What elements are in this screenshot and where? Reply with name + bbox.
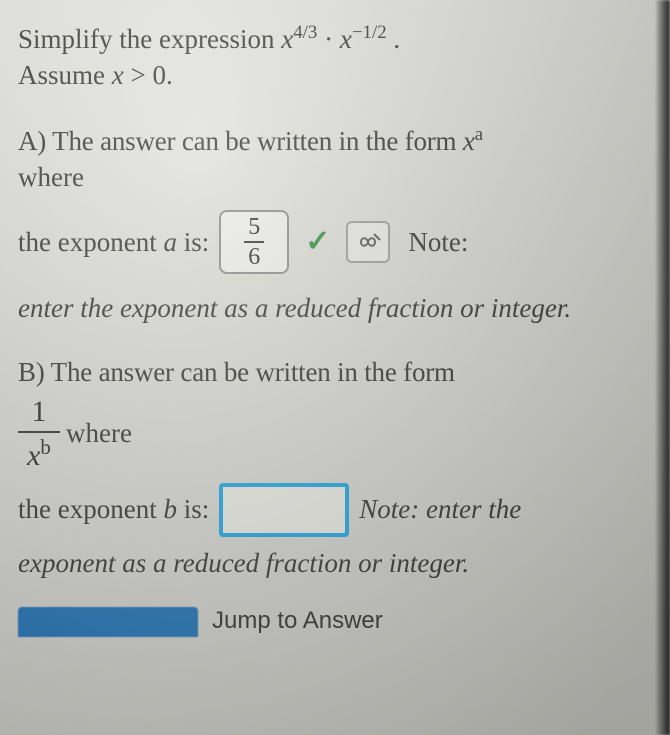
part-a-form-base: x (463, 126, 475, 156)
part-a: A) The answer can be written in the form… (18, 122, 640, 326)
part-b-label: B) The answer can be written in the form (18, 354, 640, 390)
part-b-lead: the exponent b is: (18, 491, 209, 527)
note-inline-b: Note: enter the (359, 491, 521, 527)
part-a-note: enter the exponent as a reduced fraction… (18, 290, 640, 326)
part-a-var: a (163, 227, 177, 257)
answer-a-num: 5 (244, 215, 264, 243)
page-edge-shadow (656, 0, 670, 735)
submit-button[interactable] (18, 607, 198, 637)
assume-text: Assume (18, 60, 112, 90)
part-b-is: is: (177, 494, 209, 524)
part-a-is: is: (177, 227, 209, 257)
note-label-a: Note: (408, 224, 468, 260)
infinity-icon (355, 231, 381, 253)
part-b-input-row: the exponent b is: Note: enter the (18, 483, 640, 537)
answer-a-den: 6 (244, 243, 264, 269)
exponent-b-input[interactable] (219, 483, 349, 537)
expr-dot: · (324, 24, 340, 54)
part-a-form: xa (463, 126, 483, 156)
part-b-frac-den: xb (18, 433, 60, 471)
jump-to-answer-link[interactable]: Jump to Answer (212, 607, 383, 637)
part-b-var: b (163, 494, 177, 524)
part-a-lead-text: the exponent (18, 227, 163, 257)
part-b-note2: exponent as a reduced fraction or intege… (18, 545, 640, 581)
prompt-line-1: Simplify the expression x4/3 · x−1/2 . (18, 20, 640, 57)
question-card: Simplify the expression x4/3 · x−1/2 . A… (0, 0, 670, 735)
expr-exp-1: 4/3 (293, 22, 317, 43)
part-a-form-exp: a (475, 124, 483, 145)
prompt-period: . (393, 24, 400, 54)
expr-exp-2: −1/2 (352, 22, 387, 43)
part-a-where: where (18, 159, 640, 195)
part-a-text: A) The answer can be written in the form (18, 126, 463, 156)
part-b-frac-num: 1 (18, 397, 60, 433)
part-b-den-base: x (27, 439, 40, 472)
answer-a-fraction: 5 6 (244, 215, 264, 269)
expr-base-1: x (281, 24, 293, 54)
part-a-label: A) The answer can be written in the form… (18, 122, 640, 159)
exponent-a-input[interactable]: 5 6 (219, 210, 289, 274)
footer-row: Jump to Answer (18, 607, 640, 637)
part-a-input-row: the exponent a is: 5 6 ✓ Note: (18, 210, 640, 274)
assume-var: x (112, 60, 124, 90)
expr-base-2: x (340, 24, 352, 54)
check-icon: ✓ (305, 224, 330, 259)
expr-1: x4/3 (281, 24, 324, 54)
assume-rel: > 0. (124, 60, 173, 90)
prompt-text: Simplify the expression (18, 24, 281, 54)
prompt-line-2: Assume x > 0. (18, 57, 640, 93)
part-b-fraction: 1 xb (18, 397, 60, 471)
part-b-form-row: 1 xb where (18, 397, 640, 471)
part-b-den-exp: b (40, 435, 51, 459)
part-b: B) The answer can be written in the form… (18, 354, 640, 581)
part-b-where: where (66, 415, 132, 451)
variable-link-button[interactable] (346, 221, 390, 263)
part-b-lead-text: the exponent (18, 494, 163, 524)
part-a-lead: the exponent a is: (18, 224, 209, 260)
expr-2: x−1/2 (340, 24, 394, 54)
